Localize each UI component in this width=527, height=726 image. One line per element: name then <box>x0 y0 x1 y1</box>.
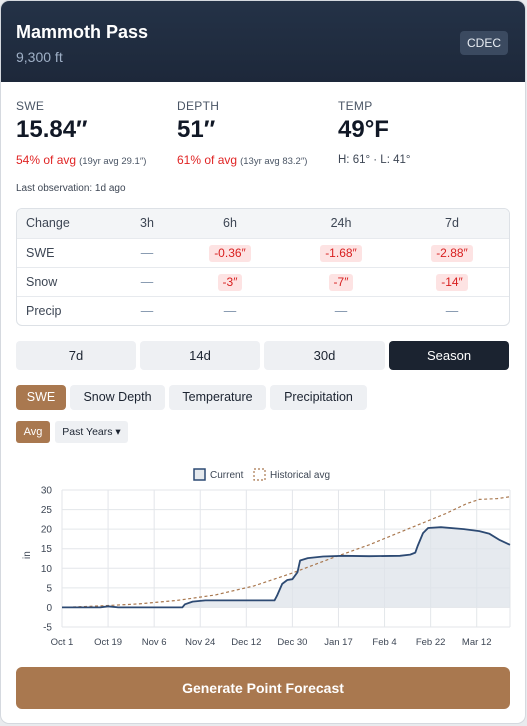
tab-temperature[interactable]: Temperature <box>169 385 266 410</box>
table-cell: -0.36″ <box>209 245 251 262</box>
station-header: Mammoth Pass 9,300 ft CDEC <box>1 1 525 82</box>
range-14d-button[interactable]: 14d <box>140 341 260 370</box>
range-7d-button[interactable]: 7d <box>16 341 136 370</box>
stat-value: 15.84″ <box>16 116 88 143</box>
table-cell: -3″ <box>217 274 243 291</box>
y-tick-label: 25 <box>41 505 53 516</box>
table-cell: — <box>140 246 154 260</box>
legend-avg-label: Historical avg <box>270 470 330 481</box>
row-label: Snow <box>26 275 58 289</box>
y-tick-label: 10 <box>41 564 53 575</box>
stat-label: SWE <box>16 99 45 113</box>
x-tick-label: Jan 17 <box>324 637 353 648</box>
x-tick-label: Dec 30 <box>277 637 307 648</box>
y-axis: -5 0 5 10 15 20 25 30 <box>41 486 53 634</box>
stat-percent: 61% of avg (13yr avg 83.2″) <box>177 153 307 167</box>
x-tick-label: Oct 19 <box>94 637 122 648</box>
station-elevation: 9,300 ft <box>16 49 63 65</box>
x-tick-label: Mar 12 <box>462 637 492 648</box>
y-axis-label: in <box>22 551 33 559</box>
past-years-dropdown[interactable]: Past Years ▾ <box>55 421 128 443</box>
range-30d-button[interactable]: 30d <box>264 341 385 370</box>
swe-chart: Current Historical avg -5 0 5 10 15 20 25 30 Oc… <box>1 456 525 661</box>
x-tick-label: Nov 6 <box>142 637 167 648</box>
depth-stat: DEPTH 51″ 61% of avg (13yr avg 83.2″) <box>177 99 307 167</box>
row-label: Precip <box>26 304 62 318</box>
stat-value: 49°F <box>338 116 389 143</box>
table-cell: — <box>334 304 348 318</box>
y-tick-label: 15 <box>41 544 53 555</box>
table-row: Precip — — — — <box>17 296 509 325</box>
percent-of-avg: 54% of avg <box>16 153 77 167</box>
network-badge[interactable]: CDEC <box>460 31 508 55</box>
tab-snow-depth[interactable]: Snow Depth <box>70 385 165 410</box>
chart-legend: Current Historical avg <box>193 468 330 481</box>
change-table-header: Change 3h 6h 24h 7d <box>17 209 509 238</box>
legend-avg-swatch[interactable] <box>253 468 266 481</box>
y-tick-label: 0 <box>46 603 52 614</box>
column-header: Change <box>26 216 70 230</box>
current-swe-area <box>62 527 510 608</box>
tab-precipitation[interactable]: Precipitation <box>270 385 367 410</box>
table-cell: -1.68″ <box>320 245 362 262</box>
table-row: SWE — -0.36″ -1.68″ -2.88″ <box>17 238 509 268</box>
swe-chart-svg: Current Historical avg -5 0 5 10 15 20 25 30 Oc… <box>22 468 511 648</box>
table-cell: — <box>223 304 237 318</box>
temp-hilo: H: 61° · L: 41° <box>338 154 411 166</box>
temp-stat: TEMP 49°F H: 61° · L: 41° <box>338 99 410 166</box>
y-tick-label: 5 <box>46 583 52 594</box>
table-cell: -14″ <box>436 274 468 291</box>
range-season-button[interactable]: Season <box>389 341 509 370</box>
legend-current-swatch[interactable] <box>193 468 206 481</box>
column-header: 6h <box>223 216 237 230</box>
x-axis: Oct 1 Oct 19 Nov 6 Nov 24 Dec 12 Dec 30 Jan 17… <box>51 637 492 648</box>
stat-label: TEMP <box>338 99 373 113</box>
percent-of-avg: 61% of avg <box>177 153 238 167</box>
table-cell: — <box>140 275 154 289</box>
current-swe-line <box>62 526 511 609</box>
table-cell: -2.88″ <box>431 245 473 262</box>
table-cell: -7″ <box>328 274 354 291</box>
stat-percent: 54% of avg (19yr avg 29.1″) <box>16 153 146 167</box>
x-tick-label: Nov 24 <box>185 637 215 648</box>
avg-note: (13yr avg 83.2″) <box>240 156 308 167</box>
x-tick-label: Oct 1 <box>51 637 74 648</box>
generate-forecast-button[interactable]: Generate Point Forecast <box>16 667 510 709</box>
y-tick-label: -5 <box>43 623 52 634</box>
table-cell: — <box>445 304 459 318</box>
x-tick-label: Feb 22 <box>416 637 446 648</box>
stat-value: 51″ <box>177 116 216 143</box>
station-name: Mammoth Pass <box>16 22 149 42</box>
row-label: SWE <box>26 246 55 260</box>
legend-current-label: Current <box>210 470 244 481</box>
x-tick-label: Dec 12 <box>231 637 261 648</box>
table-row: Snow — -3″ -7″ -14″ <box>17 267 509 297</box>
column-header: 24h <box>330 216 352 230</box>
y-tick-label: 20 <box>41 525 53 536</box>
change-table: Change 3h 6h 24h 7d SWE — -0.36″ -1.68″ … <box>16 208 510 326</box>
table-cell: — <box>140 304 154 318</box>
x-tick-label: Feb 4 <box>372 637 396 648</box>
column-header: 7d <box>445 216 459 230</box>
swe-stat: SWE 15.84″ 54% of avg (19yr avg 29.1″) <box>16 99 146 167</box>
stat-label: DEPTH <box>177 99 220 113</box>
y-tick-label: 30 <box>41 486 53 497</box>
avg-note: (19yr avg 29.1″) <box>79 156 147 167</box>
tab-swe[interactable]: SWE <box>16 385 66 410</box>
historical-avg-line <box>61 496 511 608</box>
last-observation: Last observation: 1d ago <box>16 183 126 194</box>
avg-toggle-button[interactable]: Avg <box>16 421 50 443</box>
chart-series <box>61 496 511 609</box>
column-header: 3h <box>140 216 154 230</box>
